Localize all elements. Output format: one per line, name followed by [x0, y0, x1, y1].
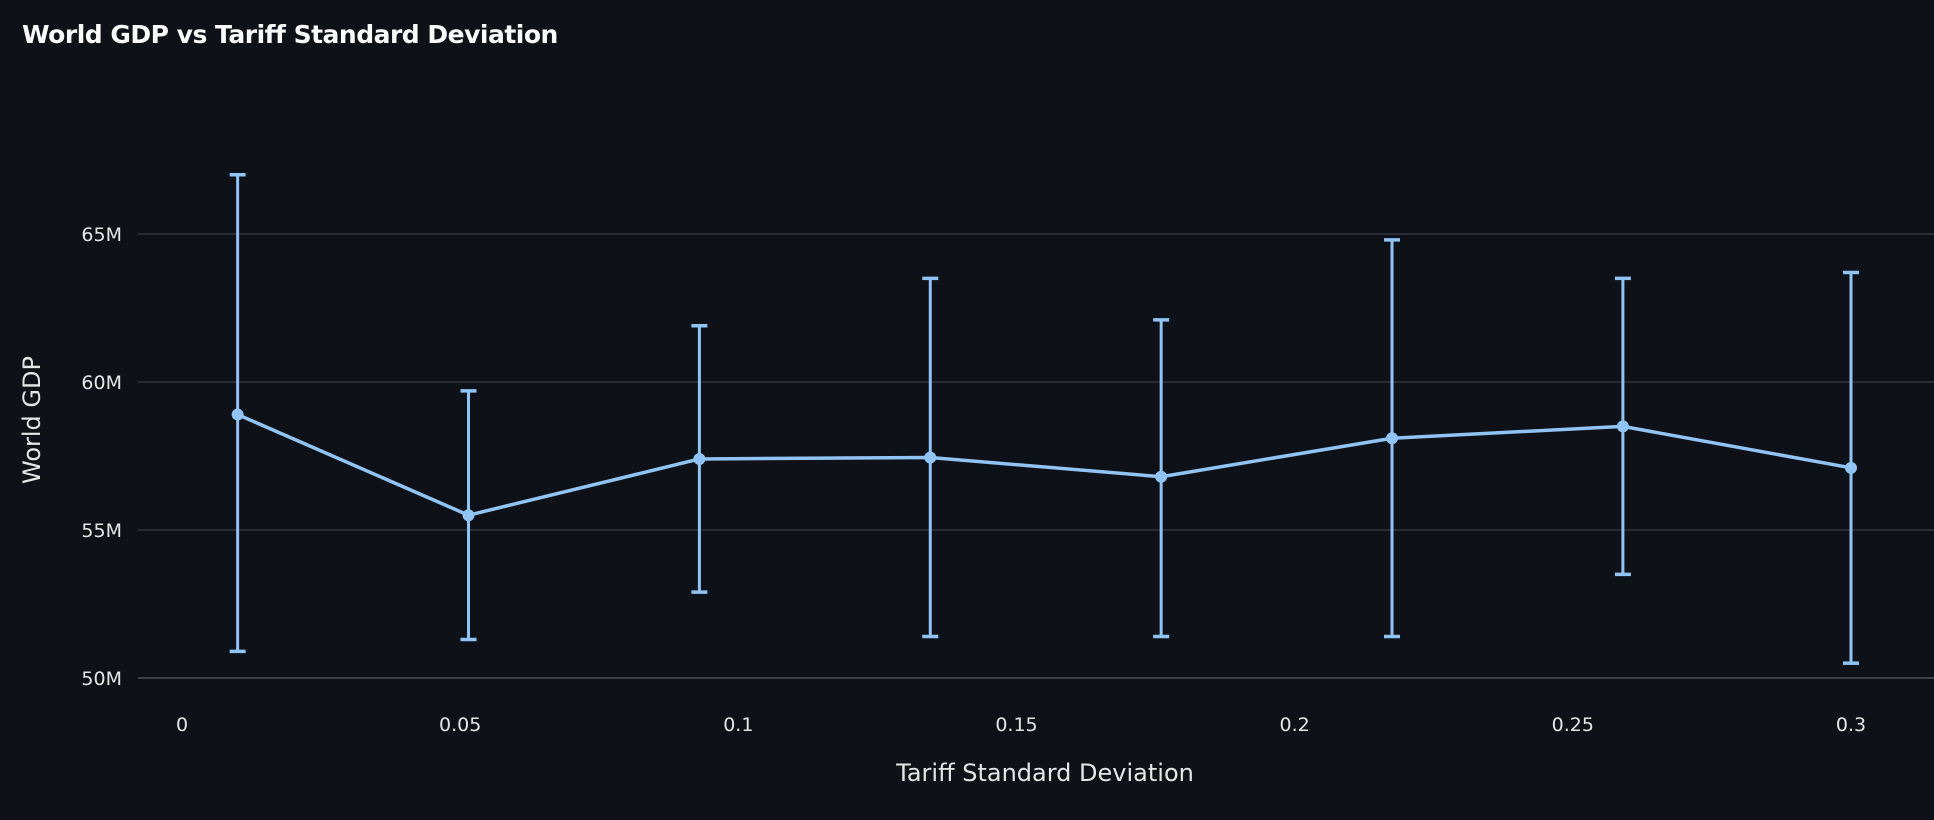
data-point	[1386, 432, 1399, 445]
data-point	[462, 509, 475, 522]
data-point	[1616, 420, 1629, 433]
data-point	[231, 408, 244, 421]
data-point	[693, 452, 706, 465]
x-tick-labels: 0 0.05 0.1 0.15 0.2 0.25 0.3	[176, 714, 1866, 736]
data-point	[1155, 470, 1168, 483]
x-tick-label: 0.3	[1836, 714, 1866, 736]
data-point	[1845, 461, 1857, 474]
series-line-layer	[236, 412, 1852, 517]
grid-layer	[138, 233, 1934, 679]
x-tick-label: 0.2	[1280, 714, 1310, 736]
x-tick-label: 0.05	[439, 714, 481, 736]
chart-title: World GDP vs Tariff Standard Deviation	[22, 20, 558, 49]
y-tick-label: 65M	[81, 224, 122, 246]
y-tick-labels: 50M 55M 60M 65M	[81, 224, 122, 690]
y-tick-label: 50M	[81, 668, 122, 690]
error-bars	[229, 173, 1859, 665]
data-points	[231, 408, 1857, 522]
y-tick-label: 55M	[81, 520, 122, 542]
x-tick-label: 0.15	[995, 714, 1037, 736]
x-tick-label: 0.25	[1552, 714, 1594, 736]
data-point	[924, 451, 937, 464]
y-tick-label: 60M	[81, 372, 122, 394]
x-tick-label: 0	[176, 714, 188, 736]
series-line	[236, 412, 1852, 517]
y-axis-title: World GDP	[18, 356, 46, 484]
x-tick-label: 0.1	[723, 714, 753, 736]
x-axis-title: Tariff Standard Deviation	[895, 759, 1194, 787]
